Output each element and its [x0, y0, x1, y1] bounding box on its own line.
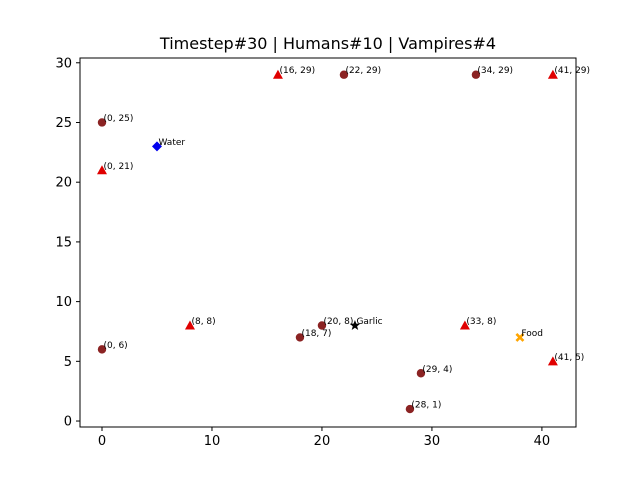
- plot-frame: [79, 57, 577, 428]
- plot-marks: (0, 25) (22, 29) (34, 29) (0, 6) (20, 8) (18,…: [96, 66, 590, 414]
- vampire-point-label: (41, 29): [554, 66, 590, 76]
- chart-title: Timestep#30 | Humans#10 | Vampires#4: [159, 34, 496, 53]
- human-marker: [471, 70, 481, 79]
- x-tick-label: 20: [314, 434, 331, 449]
- y-tick-label: 30: [55, 56, 72, 71]
- water-marker: [151, 141, 162, 152]
- y-tick-label: 15: [55, 235, 72, 250]
- human-marker: [97, 345, 107, 354]
- vampire-point-label: (0, 21): [103, 162, 133, 172]
- vampire-marker: [96, 165, 107, 175]
- y-tick-label: 20: [55, 176, 72, 191]
- vampire-marker: [272, 69, 283, 79]
- food-marker: [515, 333, 525, 342]
- human-marker: [405, 404, 415, 414]
- human-point-label: (29, 4): [422, 365, 452, 375]
- garlic-point-label: Garlic: [356, 317, 382, 327]
- x-tick-label: 40: [534, 434, 551, 449]
- x-tick-label: 10: [204, 434, 221, 449]
- human-marker: [317, 321, 327, 330]
- human-point-label: (34, 29): [477, 66, 513, 76]
- vampire-point-label: (8, 8): [191, 317, 215, 327]
- human-marker: [416, 369, 426, 378]
- human-marker: [97, 118, 107, 127]
- x-tick-label: 0: [98, 434, 106, 449]
- water-point-label: Water: [158, 138, 185, 148]
- vampire-marker: [184, 320, 195, 330]
- human-point-label: (0, 6): [103, 341, 127, 351]
- vampire-marker: [547, 69, 558, 79]
- axes: 0 10 20 30 40 0 5 10 15 20 25 30: [55, 56, 577, 449]
- human-marker: [295, 333, 305, 342]
- y-tick-label: 0: [64, 415, 72, 430]
- vampire-marker: [459, 320, 470, 330]
- y-tick-label: 25: [55, 116, 72, 131]
- food-point-label: Food: [521, 329, 543, 339]
- vampire-point-label: (16, 29): [279, 66, 315, 76]
- human-point-label: (22, 29): [345, 66, 381, 76]
- human-point-label: (18, 7): [301, 329, 331, 339]
- garlic-marker: [349, 320, 361, 330]
- human-point-label: (0, 25): [103, 114, 133, 124]
- human-point-label: (28, 1): [411, 401, 441, 411]
- vampire-point-label: (41, 5): [554, 353, 584, 363]
- human-point-label: (20, 8): [323, 317, 353, 327]
- vampire-marker: [547, 356, 558, 366]
- y-tick-label: 5: [64, 355, 72, 370]
- x-tick-label: 30: [424, 434, 441, 449]
- y-tick-label: 10: [55, 295, 72, 310]
- vampire-point-label: (33, 8): [466, 317, 496, 327]
- human-marker: [339, 70, 349, 79]
